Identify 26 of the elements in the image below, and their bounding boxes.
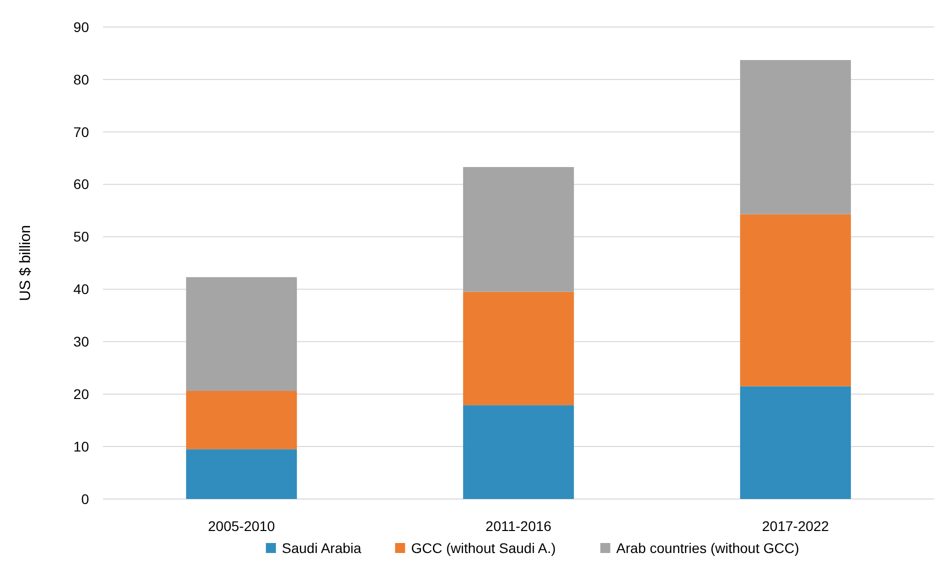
y-tick-label: 90: [73, 18, 90, 35]
bar: [740, 214, 851, 386]
y-axis-title: US $ billion: [17, 225, 34, 301]
y-tick-label: 0: [81, 490, 90, 507]
y-tick-label: 80: [73, 71, 90, 88]
y-tick-label: 60: [73, 176, 90, 192]
legend-label: GCC (without Saudi A.): [411, 540, 556, 556]
y-tick-label: 50: [73, 228, 90, 245]
x-tick-label: 2017-2022: [762, 518, 830, 534]
bar: [740, 386, 851, 499]
y-tick-label: 30: [73, 334, 90, 350]
x-tick-label: 2011-2016: [486, 518, 552, 534]
bar: [740, 60, 851, 214]
x-tick-label: 2005-2010: [208, 518, 276, 534]
legend-label: Saudi Arabia: [282, 540, 362, 556]
y-tick-label: 20: [73, 386, 90, 402]
bar: [186, 449, 297, 499]
bar: [186, 390, 297, 450]
bar: [186, 277, 297, 391]
bar: [463, 405, 574, 499]
y-tick-label: 40: [73, 281, 90, 298]
y-tick-label: 10: [73, 438, 90, 454]
bar: [463, 167, 574, 292]
bar: [463, 292, 574, 406]
legend-label: Arab countries (without GCC): [616, 540, 800, 556]
y-tick-label: 70: [73, 124, 90, 140]
